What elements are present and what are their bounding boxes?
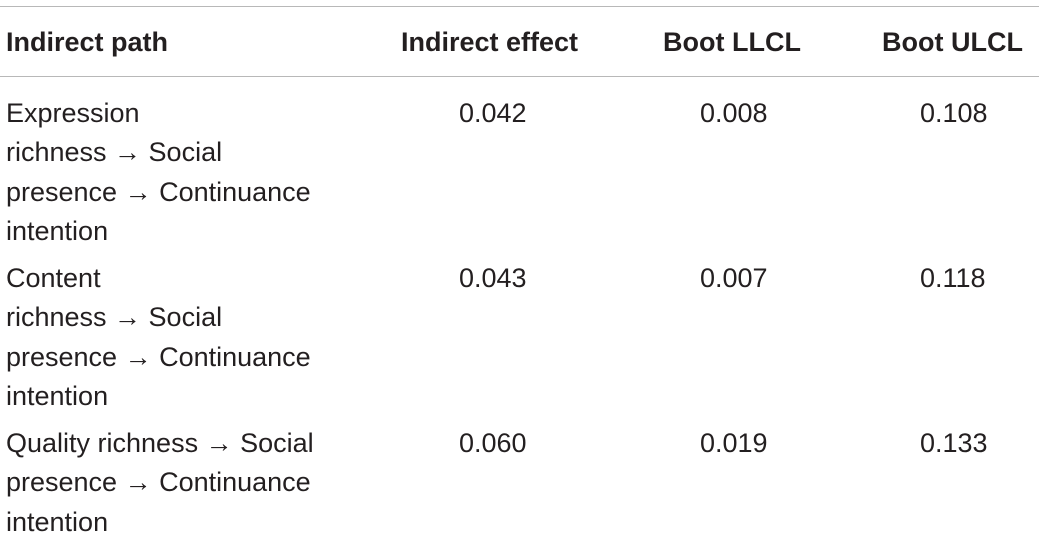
indirect-effect-value: 0.060: [459, 428, 527, 458]
boot-llcl-value: 0.008: [700, 98, 768, 128]
indirect-effect-value: 0.042: [459, 98, 527, 128]
path-line: presence → Continuance: [6, 341, 311, 372]
path-line: intention: [6, 380, 109, 411]
boot-ulcl-value: 0.133: [920, 428, 988, 458]
path-line: richness → Social: [6, 137, 223, 168]
path-line: Content: [6, 263, 101, 293]
boot-llcl-value: 0.019: [700, 428, 768, 458]
boot-ulcl-value: 0.118: [920, 263, 986, 293]
header-boot-ulcl: Boot ULCL: [882, 27, 1023, 57]
path-line: richness → Social: [6, 302, 223, 333]
indirect-path-cell: Content richness → Social presence → Con…: [6, 259, 336, 416]
indirect-path-cell: Quality richness → Social presence → Con…: [6, 424, 336, 542]
path-line: intention: [6, 506, 109, 537]
header-boot-llcl: Boot LLCL: [663, 27, 801, 57]
boot-ulcl-value: 0.108: [920, 98, 988, 128]
header-indirect-effect: Indirect effect: [401, 27, 579, 57]
path-line: presence → Continuance: [6, 176, 311, 207]
table-top-rule: [0, 6, 1039, 7]
path-line: intention: [6, 215, 109, 246]
path-line: presence → Continuance: [6, 467, 311, 498]
header-rule: [0, 76, 1039, 77]
indirect-path-cell: Expression richness → Social presence → …: [6, 94, 336, 251]
header-indirect-path: Indirect path: [6, 27, 169, 57]
indirect-effect-value: 0.043: [459, 263, 527, 293]
boot-llcl-value: 0.007: [700, 263, 768, 293]
path-line: Expression: [6, 98, 140, 128]
path-line: Quality richness → Social: [6, 428, 314, 458]
